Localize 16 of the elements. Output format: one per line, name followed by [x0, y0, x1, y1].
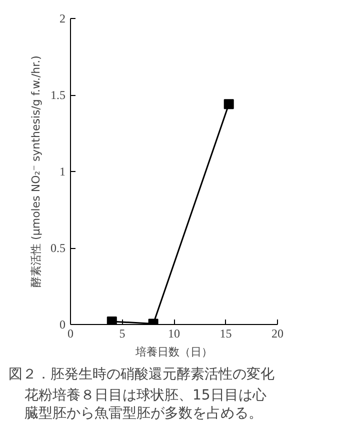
y-tick-label: 1.5 — [50, 88, 66, 102]
text: 花粉培養８日目は球状胚、15日目は心 — [24, 388, 266, 404]
y-axis-title: 酵素活性 (μmoles NO₂⁻ synthesis/g f.w./hr.) — [30, 56, 42, 288]
y-tick-label: 0 — [60, 318, 66, 332]
caption: 図２．胚発生時の硝酸還元酵素活性の変化 — [8, 366, 274, 382]
point — [106, 316, 117, 324]
x-tick-label: 5 — [119, 326, 126, 340]
x-tick-label: 10 — [168, 326, 180, 340]
y-tick-label: 0.5 — [50, 241, 66, 255]
point — [224, 99, 234, 110]
x-axis-title: 培養日数（日） — [134, 346, 212, 358]
x-tick-label: 20 — [272, 326, 284, 340]
text: 臓型胚から魚雷型胚が多数を占める。 — [24, 406, 262, 421]
y-tick-label: 2 — [60, 12, 66, 26]
y-tick-label: 1 — [60, 164, 66, 178]
x-tick-label: 15 — [220, 326, 232, 340]
